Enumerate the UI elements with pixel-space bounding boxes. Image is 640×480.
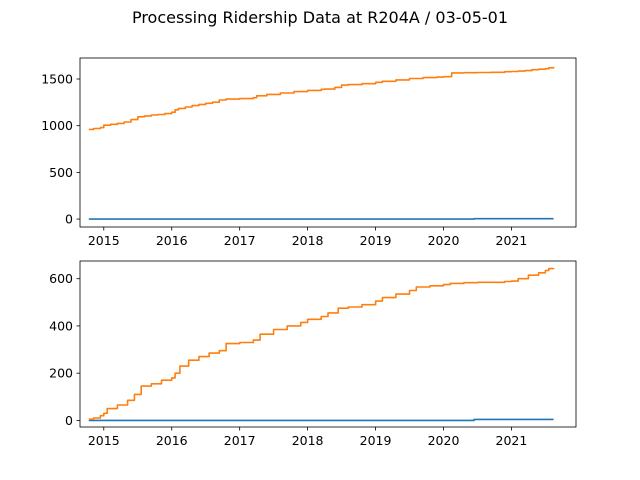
x-tick-label: 2015 [88,233,120,248]
x-tick-label: 2021 [496,233,528,248]
series-line-orange [88,66,555,131]
y-tick-label: 1500 [41,72,73,87]
x-tick-label: 2019 [360,233,392,248]
axes-frame [79,57,577,228]
axes-frame [79,260,577,428]
x-tick-label: 2016 [156,233,188,248]
y-tick-label: 0 [65,413,73,428]
series-line-blue [88,418,554,422]
y-tick-label: 0 [65,212,73,227]
x-tick-label: 2020 [428,433,460,448]
y-tick-label: 200 [49,366,73,381]
x-tick-label: 2018 [292,433,324,448]
y-tick-label: 1000 [41,118,73,133]
y-tick-label: 500 [49,165,73,180]
bottom-subplot: 2015 2016 2017 2018 2019 2020 2021 0 200 400 600 [49,260,577,448]
y-tick-label: 400 [49,318,73,333]
x-tick-label: 2017 [224,233,256,248]
x-tick-label: 2016 [156,433,188,448]
x-tick-label: 2021 [496,433,528,448]
top-subplot: 2015 2016 2017 2018 2019 2020 2021 0 500 1000 1500 [41,57,577,248]
x-tick-label: 2020 [428,233,460,248]
series-line-orange [88,267,555,420]
x-tick-label: 2019 [360,433,392,448]
y-tick-label: 600 [49,271,73,286]
figure-title: Processing Ridership Data at R204A / 03-… [132,8,508,27]
x-tick-label: 2017 [224,433,256,448]
x-tick-label: 2018 [292,233,324,248]
x-tick-label: 2015 [88,433,120,448]
